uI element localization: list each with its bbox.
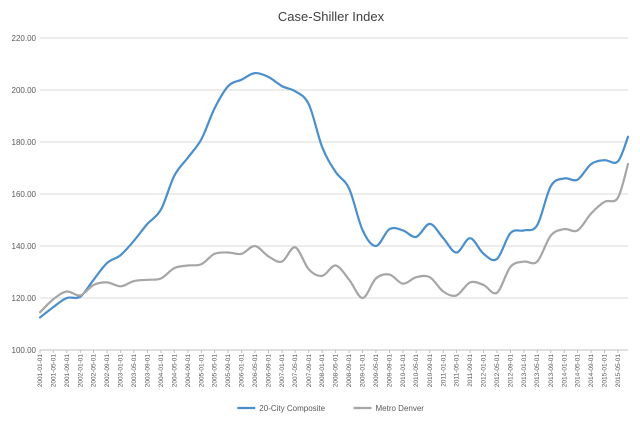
x-tick-label: 2003-09-01: [144, 354, 151, 388]
y-tick-label: 140.00: [12, 242, 37, 251]
y-axis: 100.00 120.00 140.00 160.00 180.00 200.00 220.…: [12, 34, 37, 355]
x-tick-label: 2014-09-01: [588, 354, 595, 388]
x-tick-label: 2002-09-01: [104, 354, 111, 388]
x-tick-label: 2008-01-01: [319, 354, 326, 388]
x-tick-label: 2006-01-01: [239, 354, 246, 388]
x-tick-label: 2013-09-01: [548, 354, 555, 388]
x-tick-label: 2009-09-01: [386, 354, 393, 388]
y-tick-label: 100.00: [12, 346, 37, 355]
x-tick-label: 2005-09-01: [225, 354, 232, 388]
x-tick-label: 2001-01-01: [37, 354, 44, 388]
series-line-0: [38, 71, 630, 319]
x-axis: 2001-01-01 2001-05-01 2001-09-01 2002-01-01…: [37, 350, 622, 387]
x-tick-label: 2015-05-01: [615, 354, 622, 388]
y-tick-label: 160.00: [12, 190, 37, 199]
series-lines: [38, 71, 630, 319]
x-tick-label: 2008-09-01: [346, 354, 353, 388]
x-tick-label: 2010-09-01: [427, 354, 434, 388]
x-tick-label: 2014-01-01: [561, 354, 568, 388]
x-tick-label: 2011-09-01: [467, 354, 474, 387]
x-tick-label: 2009-01-01: [360, 354, 367, 388]
x-tick-label: 2001-09-01: [64, 354, 71, 388]
x-tick-label: 2010-01-01: [400, 354, 407, 388]
legend-label-0: 20-City Composite: [259, 404, 325, 413]
x-tick-label: 2015-01-01: [602, 354, 609, 388]
x-tick-label: 2003-05-01: [131, 354, 138, 388]
x-tick-label: 2007-05-01: [292, 354, 299, 388]
x-tick-label: 2010-05-01: [413, 354, 420, 388]
x-tick-label: 2011-05-01: [454, 354, 461, 387]
x-tick-label: 2003-01-01: [118, 354, 125, 388]
x-tick-label: 2009-05-01: [373, 354, 380, 388]
x-tick-label: 2004-09-01: [185, 354, 192, 388]
x-tick-label: 2005-01-01: [198, 354, 205, 388]
x-tick-label: 2006-09-01: [265, 354, 272, 388]
chart-title: Case-Shiller Index: [278, 9, 385, 24]
y-tick-label: 200.00: [12, 86, 37, 95]
gridlines: [40, 37, 628, 351]
y-tick-label: 120.00: [12, 294, 37, 303]
x-tick-label: 2008-05-01: [333, 354, 340, 388]
x-tick-label: 2002-01-01: [77, 354, 84, 388]
x-tick-label: 2007-09-01: [306, 354, 313, 388]
x-tick-label: 2012-01-01: [481, 354, 488, 388]
x-tick-label: 2012-05-01: [494, 354, 501, 388]
x-tick-label: 2011-01-01: [440, 354, 447, 387]
x-tick-label: 2004-01-01: [158, 354, 165, 388]
legend-label-1: Metro Denver: [376, 404, 425, 413]
x-tick-label: 2014-05-01: [575, 354, 582, 388]
legend: 20-City Composite Metro Denver: [237, 404, 424, 413]
series-line-1: [38, 163, 630, 314]
x-tick-label: 2007-01-01: [279, 354, 286, 388]
x-tick-label: 2001-05-01: [50, 354, 57, 388]
x-tick-label: 2012-09-01: [508, 354, 515, 388]
y-tick-label: 220.00: [12, 34, 37, 43]
x-tick-label: 2005-05-01: [212, 354, 219, 388]
x-tick-label: 2013-05-01: [534, 354, 541, 388]
y-tick-label: 180.00: [12, 138, 37, 147]
x-tick-label: 2002-05-01: [91, 354, 98, 388]
x-tick-label: 2004-05-01: [171, 354, 178, 388]
x-tick-label: 2013-01-01: [521, 354, 528, 388]
x-tick-label: 2006-05-01: [252, 354, 259, 388]
